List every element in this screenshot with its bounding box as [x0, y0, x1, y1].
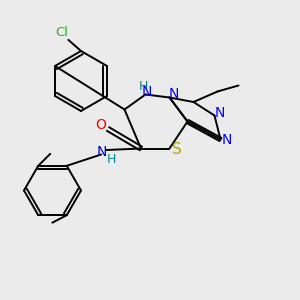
- Text: N: N: [215, 106, 225, 120]
- Text: N: N: [221, 134, 232, 147]
- Text: Cl: Cl: [55, 26, 68, 40]
- Text: H: H: [107, 153, 117, 166]
- Text: N: N: [142, 85, 152, 99]
- Text: O: O: [95, 118, 106, 132]
- Text: S: S: [172, 142, 182, 158]
- Text: H: H: [139, 80, 148, 94]
- Text: N: N: [97, 145, 107, 159]
- Text: N: N: [169, 87, 179, 101]
